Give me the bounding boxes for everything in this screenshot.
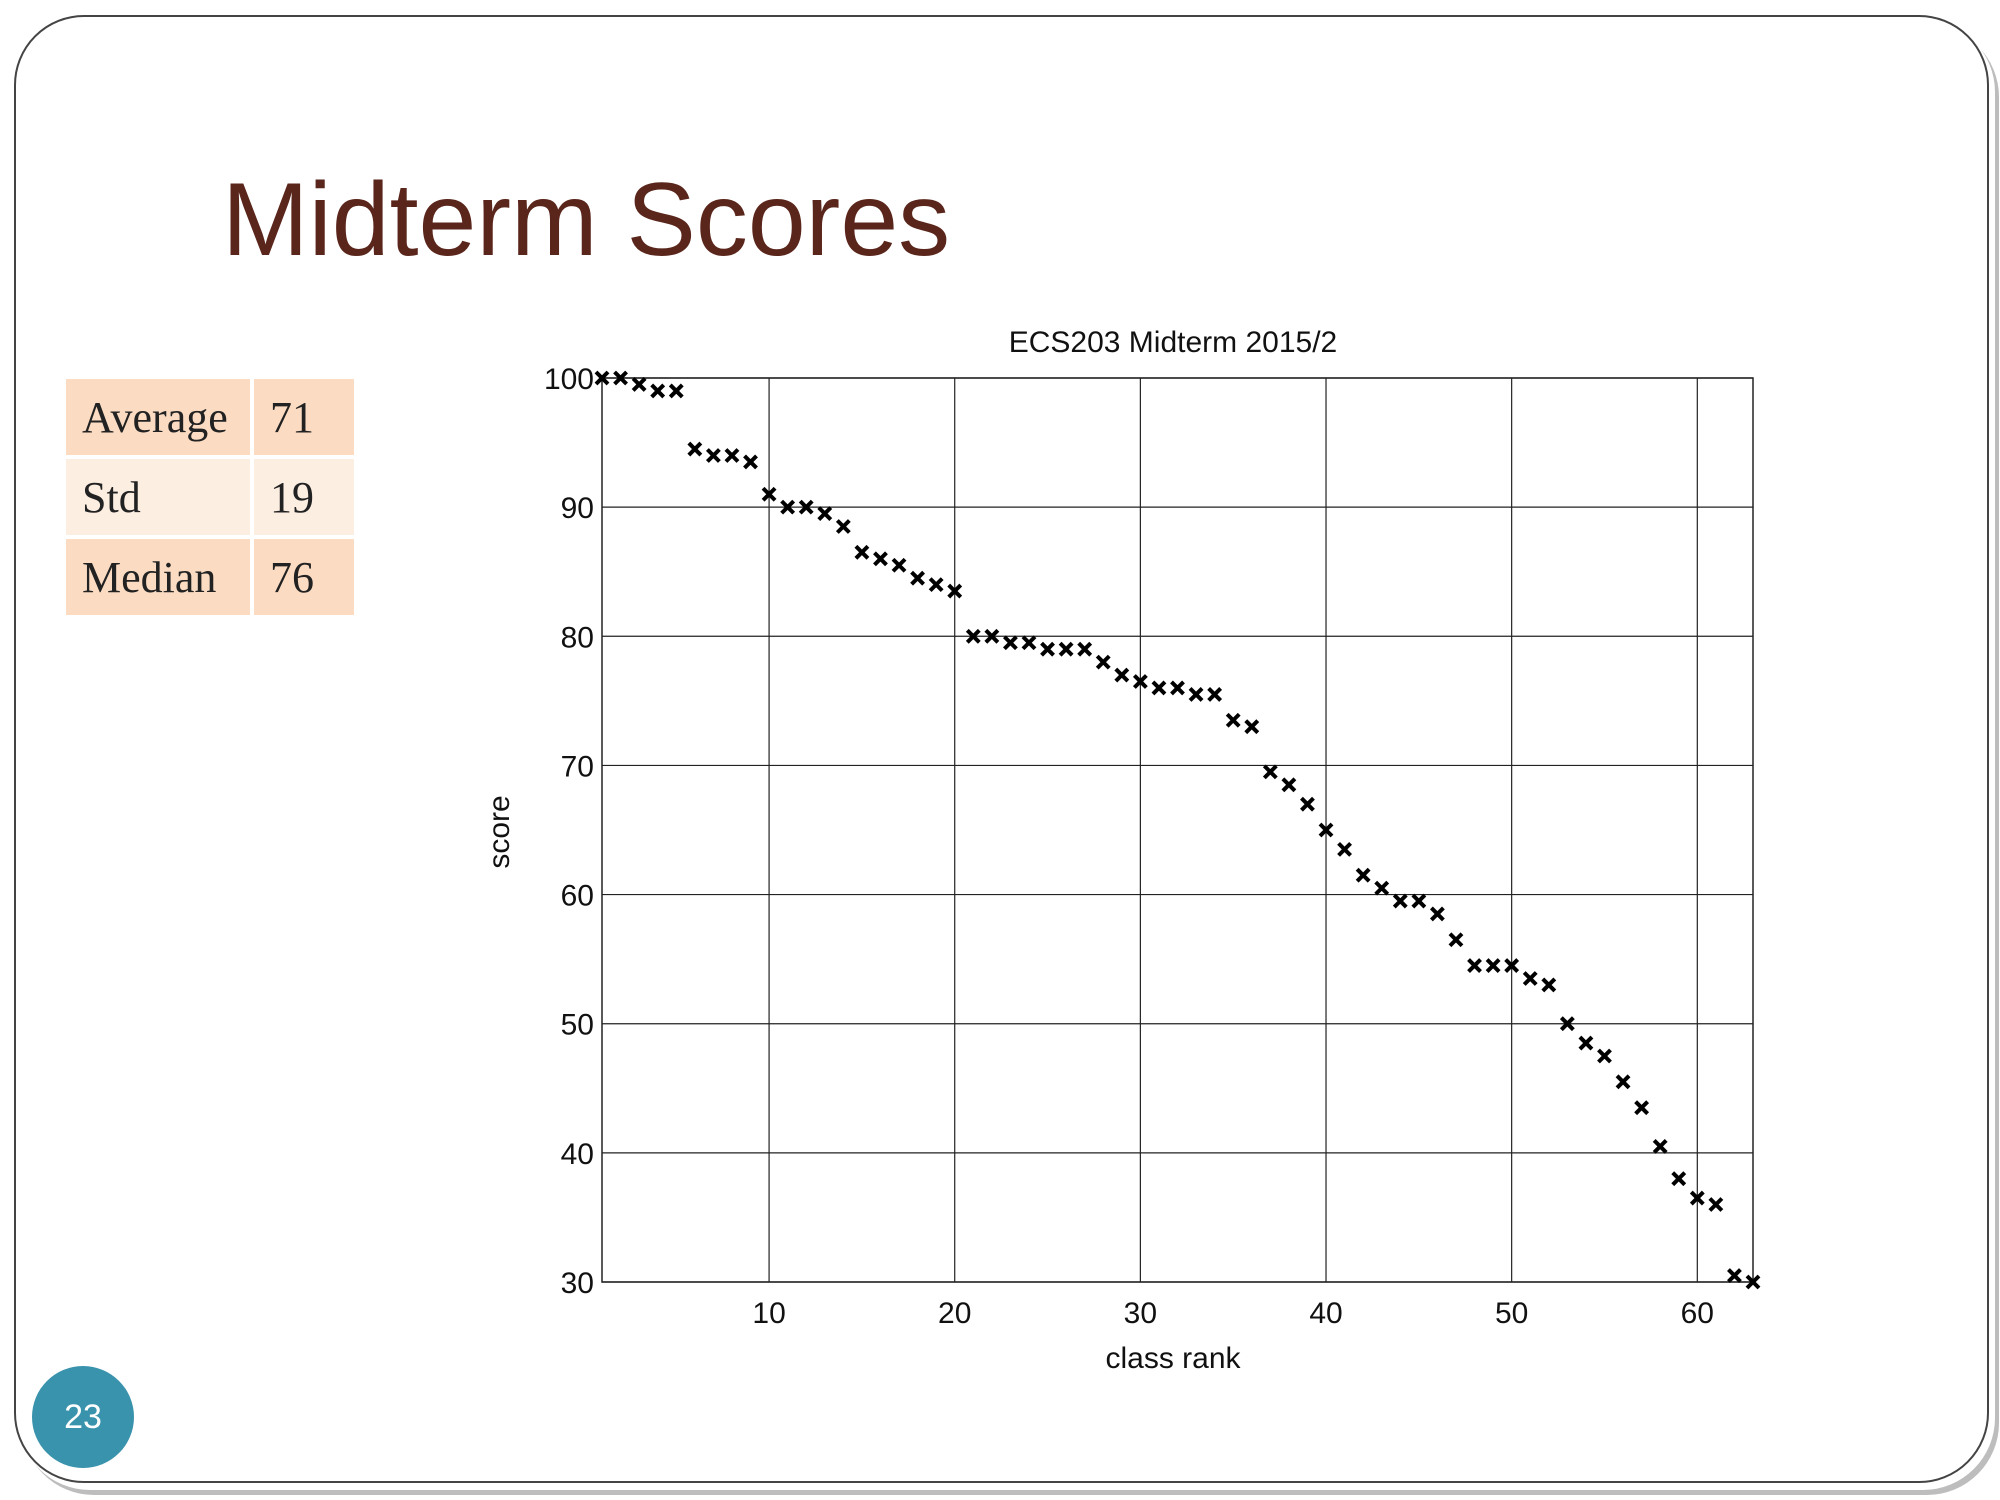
x-tick-label: 10: [752, 1297, 785, 1330]
x-tick-label: 60: [1681, 1297, 1714, 1330]
data-point: [1392, 893, 1408, 909]
data-point: [1207, 686, 1223, 702]
slide-frame: [14, 15, 1989, 1483]
stats-value: 71: [254, 379, 354, 455]
data-point: [1634, 1100, 1650, 1116]
y-tick-label: 90: [561, 492, 594, 525]
x-tick-label: 40: [1309, 1297, 1342, 1330]
data-point: [910, 570, 926, 586]
data-point: [965, 628, 981, 644]
data-point: [1597, 1048, 1612, 1064]
stats-row-median: Median 76: [66, 539, 354, 615]
data-point: [1114, 667, 1130, 683]
data-point: [798, 499, 814, 515]
data-point: [928, 577, 944, 593]
stats-value: 19: [254, 459, 354, 535]
stats-label: Std: [66, 459, 250, 535]
data-point: [1411, 893, 1427, 909]
data-point: [984, 628, 1000, 644]
data-point: [1040, 641, 1055, 657]
stats-label: Median: [66, 539, 250, 615]
data-point: [1522, 971, 1538, 986]
data-point: [1615, 1074, 1631, 1090]
data-point: [1727, 1268, 1742, 1283]
stats-row-std: Std 19: [66, 459, 354, 535]
page-number-badge: 23: [32, 1366, 134, 1468]
stats-label: Average: [66, 379, 250, 455]
data-point: [1003, 635, 1018, 651]
data-point: [761, 486, 777, 502]
data-point: [1429, 906, 1445, 922]
y-tick-label: 30: [561, 1267, 594, 1300]
data-point: [1188, 686, 1204, 702]
data-point: [1374, 880, 1390, 896]
data-point: [1559, 1016, 1575, 1032]
y-tick-label: 80: [561, 621, 594, 654]
data-point: [1300, 796, 1315, 812]
stats-value: 76: [254, 539, 354, 615]
x-tick-label: 20: [938, 1297, 971, 1330]
plot-frame: [601, 377, 1754, 1283]
data-point: [854, 544, 870, 560]
stats-table: Average 71 Std 19 Median 76: [62, 375, 358, 619]
data-point: [705, 448, 721, 463]
data-point: [1355, 867, 1371, 883]
data-point: [1151, 680, 1167, 696]
data-point: [594, 370, 610, 386]
data-point: [1467, 958, 1482, 974]
data-point: [1504, 958, 1520, 974]
y-tick-label: 40: [561, 1138, 594, 1171]
data-point: [1745, 1274, 1761, 1290]
data-point: [1132, 674, 1148, 689]
y-tick-label: 50: [561, 1009, 594, 1042]
data-point: [1021, 635, 1037, 651]
data-point: [650, 383, 666, 399]
data-point: [1448, 932, 1464, 948]
data-point: [668, 383, 684, 399]
data-point: [1337, 841, 1352, 857]
y-tick-label: 100: [544, 363, 594, 396]
data-point: [1578, 1035, 1594, 1051]
x-axis-label: class rank: [1105, 1342, 1241, 1375]
data-point: [1708, 1197, 1724, 1212]
data-point: [1077, 641, 1093, 657]
data-point: [1318, 822, 1334, 838]
data-point: [1095, 654, 1111, 670]
stats-row-average: Average 71: [66, 379, 354, 455]
data-point: [1689, 1190, 1705, 1206]
data-point: [1671, 1171, 1687, 1187]
data-point: [743, 454, 758, 470]
data-point: [1541, 977, 1557, 993]
data-point: [1058, 641, 1074, 657]
data-point: [873, 551, 888, 567]
data-point: [947, 583, 963, 599]
y-axis-label: score: [483, 795, 516, 868]
data-point: [1170, 680, 1185, 696]
data-point: [817, 506, 833, 522]
x-tick-label: 30: [1124, 1297, 1157, 1330]
x-tick-label: 50: [1495, 1297, 1528, 1330]
data-point: [613, 370, 628, 386]
data-point: [1262, 764, 1278, 780]
data-point: [891, 557, 907, 573]
data-point: [1652, 1138, 1668, 1154]
data-point: [687, 441, 703, 457]
data-point: [780, 499, 796, 515]
data-point: [631, 377, 647, 392]
slide-title: Midterm Scores: [222, 162, 951, 278]
chart-title: ECS203 Midterm 2015/2: [1009, 326, 1338, 359]
y-tick-label: 60: [561, 880, 594, 913]
data-point: [1485, 958, 1501, 974]
data-point: [1225, 712, 1241, 728]
data-point: [724, 448, 740, 463]
data-point: [835, 519, 851, 534]
data-point: [1281, 777, 1297, 793]
y-tick-label: 70: [561, 750, 594, 783]
data-point: [1244, 719, 1260, 735]
